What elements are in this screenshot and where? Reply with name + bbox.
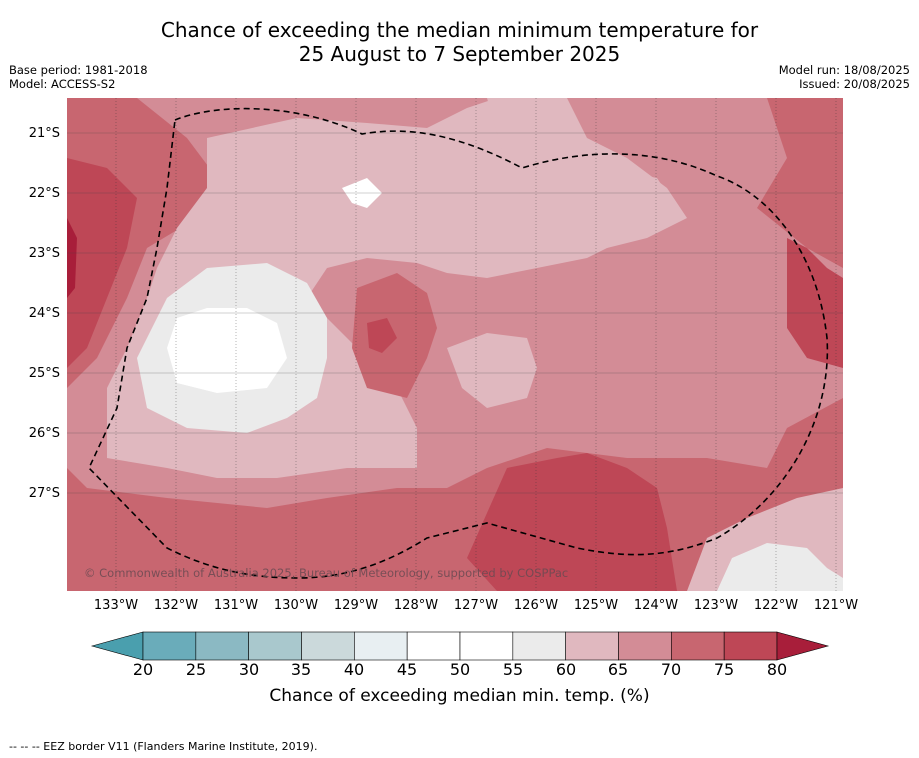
field-75-80-southeast [467, 453, 677, 591]
colorbar [90, 631, 830, 661]
lon-label: 131°W [213, 598, 259, 613]
colorbar-segment [671, 631, 725, 661]
colorbar-segment [406, 631, 461, 661]
lon-label: 122°W [753, 598, 799, 613]
field-75-80-central [367, 318, 397, 353]
lon-label: 130°W [273, 598, 319, 613]
eez-border [88, 107, 829, 579]
title-line-1: Chance of exceeding the median minimum t… [160, 18, 759, 42]
colorbar-over-arrow [776, 631, 830, 661]
field-60-65-central [447, 333, 537, 408]
map-gridlines [67, 132, 843, 494]
lon-label: 127°W [453, 598, 499, 613]
lat-label: 21°S [28, 126, 60, 141]
colorbar-label: Chance of exceeding median min. temp. (%… [269, 686, 650, 706]
colorbar-tick: 40 [343, 660, 365, 679]
base-period: Base period: 1981-2018 [9, 63, 148, 77]
map-canvas [67, 98, 843, 591]
colorbar-tick: 20 [132, 660, 154, 679]
colorbar-tick: 25 [185, 660, 207, 679]
colorbar-segments [142, 631, 778, 661]
colorbar-tick: 55 [502, 660, 524, 679]
lat-label: 27°S [28, 486, 60, 501]
lat-label: 24°S [28, 306, 60, 321]
colorbar-tick: 75 [713, 660, 735, 679]
lon-label: 123°W [693, 598, 739, 613]
lon-label: 132°W [153, 598, 199, 613]
lon-label: 126°W [513, 598, 559, 613]
colorbar-segment [512, 631, 566, 661]
colorbar-segment [354, 631, 408, 661]
lat-label: 23°S [28, 246, 60, 261]
meta-left: Base period: 1981-2018 Model: ACCESS-S2 [9, 63, 148, 91]
issued-date: Issued: 20/08/2025 [799, 77, 910, 91]
colorbar-tick: 65 [607, 660, 629, 679]
colorbar-segment [618, 631, 672, 661]
colorbar-segment [723, 631, 778, 661]
colorbar-tick: 45 [396, 660, 418, 679]
probability-map [67, 98, 843, 591]
lat-label: 26°S [28, 426, 60, 441]
colorbar-tick: 80 [766, 660, 788, 679]
lon-label: 121°W [813, 598, 859, 613]
colorbar-tick: 60 [555, 660, 577, 679]
title-line-2: 25 August to 7 September 2025 [298, 42, 621, 66]
field-60-65-north [487, 98, 687, 248]
colorbar-under-arrow [90, 631, 144, 661]
colorbar-segment [459, 631, 514, 661]
field-75-80-west [67, 158, 137, 368]
lat-label: 25°S [28, 366, 60, 381]
colorbar-tick: 70 [660, 660, 682, 679]
model-name: Model: ACCESS-S2 [9, 77, 116, 91]
lat-label: 22°S [28, 186, 60, 201]
copyright-notice: © Commonwealth of Australia 2025, Bureau… [84, 566, 569, 580]
lon-label: 133°W [93, 598, 139, 613]
field-above-80-west [67, 218, 77, 298]
map-meridians [115, 98, 837, 591]
colorbar-segment [565, 631, 619, 661]
lon-label: 124°W [633, 598, 679, 613]
field-75-80-east [787, 238, 843, 368]
field-55-60-southeast [717, 543, 843, 591]
map-title: Chance of exceeding the median minimum t… [0, 18, 919, 66]
footer-note: -- -- -- EEZ border V11 (Flanders Marine… [9, 740, 318, 753]
colorbar-tick: 30 [238, 660, 260, 679]
model-run: Model run: 18/08/2025 [778, 63, 910, 77]
colorbar-tick: 35 [290, 660, 312, 679]
colorbar-segment [195, 631, 249, 661]
field-45-55 [167, 308, 287, 393]
meta-right: Model run: 18/08/2025 Issued: 20/08/2025 [779, 63, 910, 91]
colorbar-tick: 50 [449, 660, 471, 679]
colorbar-segment [301, 631, 355, 661]
lon-label: 125°W [573, 598, 619, 613]
lon-label: 128°W [393, 598, 439, 613]
colorbar-segment [248, 631, 302, 661]
colorbar-segment [142, 631, 197, 661]
lon-label: 129°W [333, 598, 379, 613]
